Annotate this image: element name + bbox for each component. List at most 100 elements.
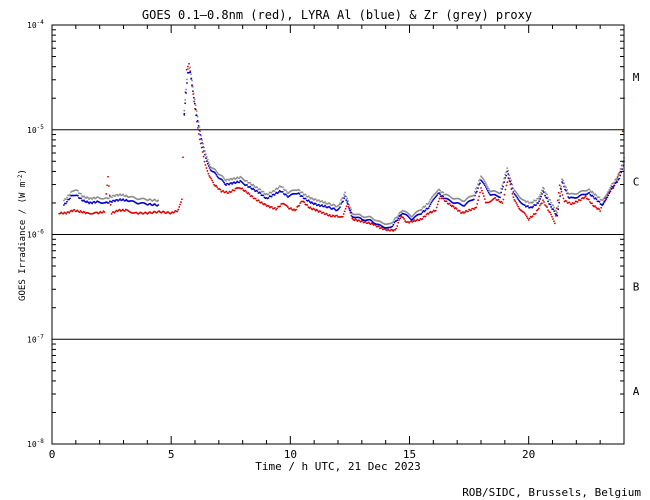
data-point	[535, 204, 538, 206]
data-point	[516, 196, 519, 199]
data-point	[253, 185, 256, 187]
data-point	[287, 206, 289, 209]
data-point	[79, 210, 82, 212]
data-point	[73, 208, 76, 211]
data-point	[340, 199, 342, 201]
data-point	[189, 71, 192, 74]
data-point	[616, 181, 619, 184]
data-point	[198, 138, 201, 141]
data-point	[601, 203, 604, 206]
data-point	[482, 195, 485, 198]
data-point	[200, 146, 203, 149]
data-point	[108, 185, 110, 187]
data-point	[418, 219, 421, 222]
data-point	[107, 175, 109, 178]
data-point	[563, 182, 565, 185]
data-point	[314, 198, 317, 201]
data-point	[552, 218, 554, 220]
data-point	[319, 210, 322, 213]
data-point	[208, 175, 211, 177]
data-point	[610, 184, 613, 187]
data-point	[157, 204, 160, 206]
data-point	[328, 213, 331, 216]
flare-class-label: A	[633, 385, 640, 398]
y-axis-label-exponent: -2	[17, 174, 24, 182]
data-point	[78, 211, 81, 214]
data-point	[601, 199, 604, 201]
data-point	[609, 190, 612, 193]
data-point	[458, 210, 461, 212]
data-point	[212, 181, 215, 184]
x-tick-label: 0	[49, 448, 56, 461]
data-point	[534, 212, 537, 215]
data-point	[607, 194, 610, 197]
data-point	[197, 121, 200, 123]
data-point	[321, 200, 323, 202]
data-point	[106, 184, 109, 187]
data-point	[188, 62, 190, 65]
data-point	[393, 221, 396, 224]
data-point	[561, 194, 564, 196]
data-point	[281, 186, 284, 189]
data-point	[293, 208, 295, 211]
data-point	[527, 205, 529, 207]
data-point	[342, 213, 345, 215]
data-point	[103, 211, 106, 213]
data-point	[539, 194, 542, 196]
data-point	[427, 202, 430, 205]
data-point	[204, 150, 206, 152]
data-point	[396, 225, 399, 227]
data-point	[201, 151, 204, 153]
data-point	[349, 209, 352, 212]
data-point	[555, 213, 558, 216]
data-point	[544, 194, 546, 197]
data-point	[537, 197, 540, 200]
data-point	[235, 177, 238, 180]
data-point	[345, 195, 348, 198]
data-point	[257, 199, 260, 202]
data-point	[506, 181, 509, 184]
data-point	[551, 215, 553, 218]
data-point	[526, 217, 529, 220]
data-point	[421, 207, 424, 209]
data-point	[322, 211, 325, 214]
data-point	[194, 104, 197, 107]
data-point	[318, 203, 320, 206]
data-point	[547, 200, 549, 203]
data-point	[436, 190, 439, 193]
data-point	[80, 197, 82, 200]
data-point	[473, 190, 476, 193]
data-point	[555, 207, 558, 210]
data-point	[516, 192, 519, 195]
data-point	[591, 190, 594, 193]
data-point	[180, 201, 182, 203]
data-point	[511, 192, 514, 195]
data-point	[532, 201, 534, 203]
data-point	[193, 98, 196, 101]
data-point	[565, 186, 568, 189]
data-point	[605, 198, 608, 200]
data-point	[341, 215, 344, 218]
data-point	[336, 214, 338, 217]
data-point	[193, 100, 196, 103]
data-point	[607, 190, 610, 193]
data-point	[199, 130, 202, 133]
data-point	[550, 206, 553, 208]
data-point	[195, 114, 198, 117]
data-point	[271, 206, 273, 208]
data-point	[178, 206, 181, 208]
x-tick-label: 5	[168, 448, 175, 461]
data-point	[476, 186, 478, 189]
class-lines	[52, 129, 624, 340]
data-point	[225, 179, 227, 182]
data-point	[560, 188, 562, 191]
data-point	[502, 182, 505, 184]
data-point	[330, 215, 333, 218]
data-point	[399, 217, 402, 220]
data-point	[91, 198, 94, 201]
data-point	[431, 200, 434, 202]
y-tick-label: 10-7	[27, 333, 44, 344]
data-point	[608, 192, 611, 195]
data-point	[546, 193, 548, 196]
data-point	[279, 205, 282, 208]
